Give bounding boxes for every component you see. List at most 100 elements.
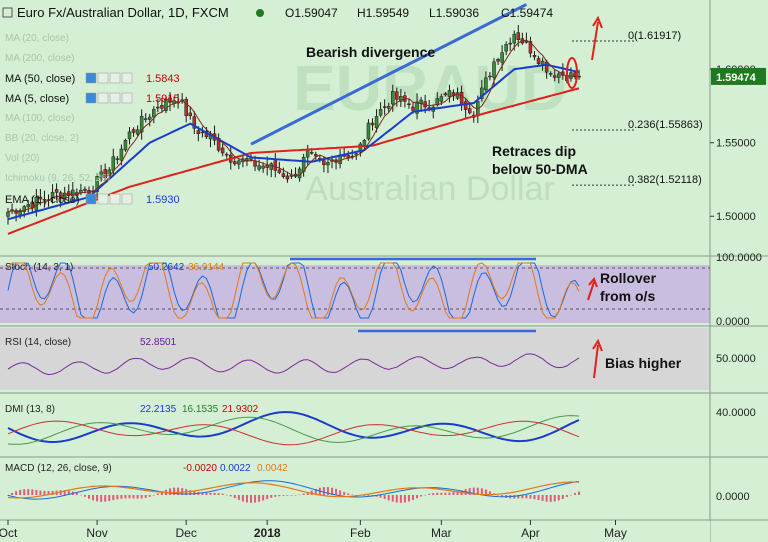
candle-down — [536, 58, 541, 64]
macd-histogram-bar — [472, 487, 475, 495]
candle-down — [528, 41, 533, 54]
faded-indicator-label: BB (20, close, 2) — [5, 133, 79, 144]
macd-histogram-bar — [59, 490, 62, 495]
candle-up — [224, 153, 229, 156]
macd-histogram-bar — [124, 495, 127, 499]
indicator-settings-icon[interactable] — [121, 72, 133, 84]
macd-histogram-bar — [452, 492, 455, 495]
macd-tick-0: 0.0000 — [716, 491, 750, 503]
indicator-settings-icon[interactable] — [85, 193, 97, 205]
macd-histogram-bar — [169, 488, 171, 495]
indicator-label: MA (5, close) — [5, 93, 69, 105]
macd-histogram-bar — [79, 494, 82, 496]
annotation-retraces: Retraces dip — [492, 143, 576, 159]
indicator-value: 1.5930 — [146, 194, 180, 206]
candle-down — [192, 116, 197, 129]
indicator-settings-icon[interactable] — [85, 72, 97, 84]
macd-histogram-bar — [181, 488, 184, 495]
candle-up — [143, 118, 148, 120]
rollover-arrow — [587, 281, 595, 301]
macd-histogram-bar — [96, 495, 99, 502]
macd-histogram-bar — [108, 495, 111, 501]
indicator-label: MA (50, close) — [5, 73, 75, 85]
candle-down — [516, 32, 521, 40]
indicator-settings-icon[interactable] — [121, 92, 133, 104]
macd-histogram-bar — [294, 495, 297, 496]
faded-indicator-label: Ichimoku (9, 26, 52, 26) — [5, 173, 110, 184]
macd-histogram-bar — [420, 495, 423, 497]
dmi-adx-line — [7, 411, 580, 444]
candle-up — [439, 96, 444, 102]
macd-signal-line — [7, 481, 580, 499]
macd-histogram-bar — [112, 495, 115, 501]
price-tick-label: 1.50000 — [716, 211, 756, 223]
candle-up — [484, 77, 488, 91]
candle-up — [480, 87, 484, 99]
macd-histogram-bar — [501, 495, 504, 497]
macd-histogram-bar — [497, 495, 500, 496]
indicator-settings-icon[interactable] — [109, 193, 121, 205]
macd-histogram-bar — [132, 495, 135, 499]
candle-down — [220, 147, 225, 154]
macd-histogram-bar — [237, 495, 240, 500]
macd-histogram-bar — [428, 493, 431, 495]
macd-histogram-bar — [225, 494, 228, 496]
candle-down — [216, 137, 221, 151]
candle-up — [95, 176, 99, 192]
candle-down — [411, 106, 415, 111]
annotation-retraces: below 50-DMA — [492, 161, 588, 177]
indicator-settings-icon[interactable] — [85, 92, 97, 104]
macd-histogram-bar — [43, 490, 46, 495]
macd-histogram-bar — [205, 492, 208, 495]
candle-up — [557, 73, 561, 78]
dmi-tick-40: 40.0000 — [716, 407, 756, 419]
candle-down — [67, 191, 71, 196]
macd-histogram-bar — [148, 495, 151, 497]
macd-histogram-bar — [440, 492, 443, 495]
candle-up — [152, 109, 156, 118]
candle-up — [455, 92, 460, 99]
candle-up — [148, 116, 152, 120]
candle-up — [22, 206, 26, 212]
macd-histogram-bar — [339, 490, 342, 495]
candle-down — [443, 93, 448, 96]
stoch-k-line — [7, 262, 580, 319]
macd-histogram-bar — [278, 495, 281, 497]
candle-up — [115, 158, 120, 160]
watermark-subtext: Australian Dollar — [305, 170, 554, 208]
candle-down — [322, 160, 326, 166]
candle-down — [463, 101, 468, 110]
faded-indicator-label: MA (200, close) — [5, 53, 74, 64]
macd-histogram-bar — [250, 495, 252, 503]
macd-histogram-bar — [23, 489, 26, 495]
collapse-icon[interactable] — [2, 7, 13, 18]
candle-down — [103, 169, 107, 179]
indicator-settings-icon[interactable] — [97, 72, 109, 84]
macd-histogram-bar — [525, 495, 528, 499]
stoch-band — [0, 265, 710, 323]
candle-up — [164, 98, 168, 111]
indicator-settings-icon[interactable] — [97, 92, 109, 104]
candle-up — [111, 156, 116, 171]
candle-up — [123, 140, 128, 151]
candle-up — [26, 204, 30, 208]
macd-histogram-bar — [266, 495, 269, 500]
macd-histogram-bar — [152, 495, 155, 496]
macd-histogram-bar — [403, 495, 406, 503]
ema-line — [7, 63, 580, 221]
candle-down — [407, 103, 411, 106]
macd-histogram-bar — [209, 492, 212, 495]
indicator-settings-icon[interactable] — [97, 193, 109, 205]
macd-histogram-bar — [412, 495, 414, 501]
x-tick-label: Apr — [521, 526, 540, 540]
macd-histogram-bar — [387, 495, 390, 501]
macd-histogram-bar — [343, 492, 346, 495]
indicator-settings-icon[interactable] — [109, 72, 121, 84]
indicator-settings-icon[interactable] — [109, 92, 121, 104]
candle-up — [326, 162, 330, 166]
macd-histogram-bar — [282, 495, 285, 496]
indicator-settings-icon[interactable] — [121, 193, 133, 205]
macd-histogram-bar — [290, 495, 293, 496]
